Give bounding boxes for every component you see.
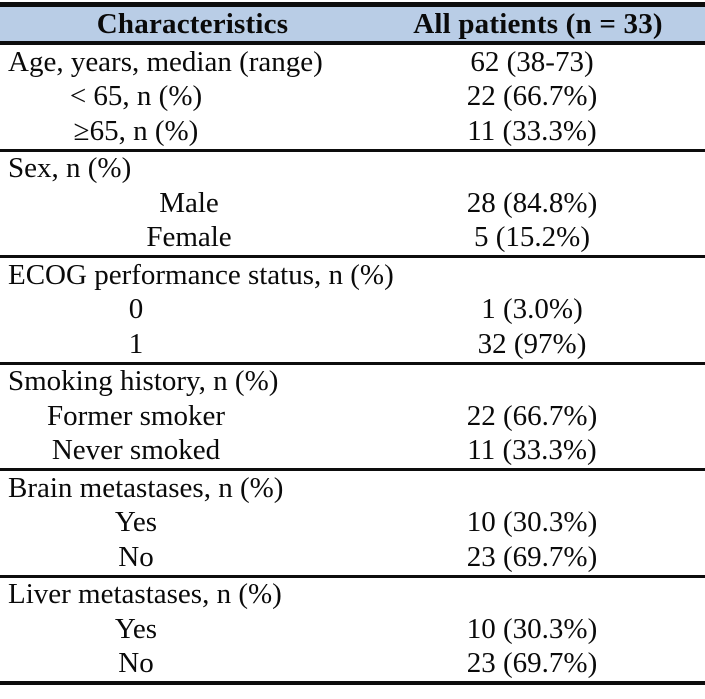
row-value-cell: 62 (38-73) [470,45,594,78]
row-label-cell: ECOG performance status, n (%) [8,258,394,291]
table-row: Sex, n (%) [0,148,705,187]
row-value-cell: 10 (30.3%) [466,612,598,645]
patient-characteristics-table: Characteristics All patients (n = 33) Ag… [0,2,705,685]
table-row: < 65, n (%) 22 (66.7%) [0,80,705,115]
row-label-cell: 1 [128,327,144,360]
table-row: ECOG performance status, n (%) [0,255,705,293]
table-row: Liver metastases, n (%) [0,574,705,613]
row-label-cell: Former smoker [47,399,225,432]
table-row: ≥65, n (%) 11 (33.3%) [0,114,705,149]
table-row: Former smoker 22 (66.7%) [0,399,705,434]
row-value-cell: 22 (66.7%) [466,399,598,432]
row-value-cell: 11 (33.3%) [467,434,597,467]
table-row: No 23 (69.7%) [0,647,705,682]
row-value-cell: 23 (69.7%) [466,540,598,573]
row-label-cell: 0 [128,293,144,326]
table-row: Smoking history, n (%) [0,361,705,400]
row-label-cell: Sex, n (%) [8,152,132,185]
row-label-cell: ≥65, n (%) [73,114,199,147]
row-label-cell: Smoking history, n (%) [8,365,279,398]
row-value-cell: 1 (3.0%) [481,293,583,326]
row-label-cell: Yes [114,612,158,645]
row-label-cell: < 65, n (%) [69,80,203,113]
table-row: Female 5 (15.2%) [0,221,705,256]
row-label-cell: Age, years, median (range) [8,45,323,78]
table-row: Brain metastases, n (%) [0,468,705,506]
table-row: Male 28 (84.8%) [0,186,705,221]
table-row: Age, years, median (range) 62 (38-73) [0,45,705,80]
header-all-patients: All patients (n = 33) [413,7,663,40]
row-label-cell: No [118,647,154,680]
row-label-cell: Male [159,186,219,219]
table-header-row: Characteristics All patients (n = 33) [0,7,705,45]
row-label-cell: Liver metastases, n (%) [8,578,282,611]
table-row: 0 1 (3.0%) [0,293,705,328]
row-value-cell: 23 (69.7%) [466,647,598,680]
table-row: Yes 10 (30.3%) [0,612,705,647]
row-label-cell: No [118,540,154,573]
row-value-cell: 22 (66.7%) [466,80,598,113]
table-body: Age, years, median (range) 62 (38-73) < … [0,45,705,681]
row-label-cell: Brain metastases, n (%) [8,471,284,504]
row-value-cell: 11 (33.3%) [467,114,597,147]
table-row: No 23 (69.7%) [0,540,705,575]
row-label-cell: Female [146,221,232,254]
table-row: Yes 10 (30.3%) [0,506,705,541]
row-label-cell: Yes [114,506,158,539]
table-row: Never smoked 11 (33.3%) [0,434,705,469]
table-row: 1 32 (97%) [0,327,705,362]
row-value-cell: 10 (30.3%) [466,506,598,539]
row-label-cell: Never smoked [51,434,221,467]
row-value-cell: 32 (97%) [477,327,587,360]
header-characteristics: Characteristics [96,7,289,40]
table: Characteristics All patients (n = 33) Ag… [0,2,705,685]
row-value-cell: 28 (84.8%) [466,186,598,219]
row-value-cell: 5 (15.2%) [474,221,590,254]
